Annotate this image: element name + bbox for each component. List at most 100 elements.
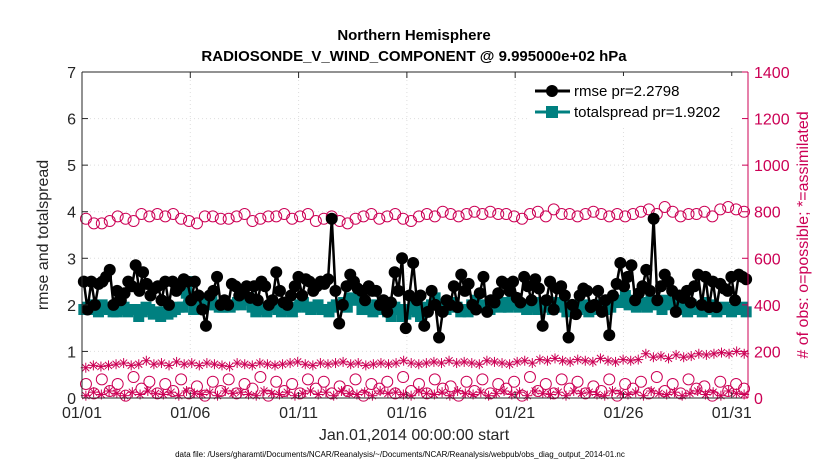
obs-possible-marker — [508, 375, 521, 388]
obs-assimilated-marker — [127, 387, 138, 398]
y2-tick-label: 800 — [754, 205, 781, 222]
obs-assimilated-marker — [576, 388, 587, 399]
obs-assimilated-marker — [166, 387, 177, 398]
x-axis-label: Jan.01,2014 00:00:00 start — [319, 427, 510, 444]
obs-possible-marker — [738, 205, 751, 218]
obs-assimilated-marker — [437, 387, 448, 398]
obs-assimilated-marker — [88, 360, 99, 371]
rmse-point — [392, 284, 405, 297]
obs-possible-marker — [698, 380, 711, 393]
obs-assimilated-marker — [360, 360, 371, 371]
obs-assimilated-marker — [553, 387, 564, 398]
obs-assimilated-marker — [345, 359, 356, 370]
rmse-point — [414, 289, 427, 302]
ticks: 01/01 01/06 01/11 01/16 01/21 01/26 01/3101234… — [62, 65, 790, 422]
obs-assimilated-marker — [724, 348, 735, 359]
obs-assimilated-marker — [459, 356, 470, 367]
obs-assimilated-marker — [413, 386, 424, 397]
rmse-point — [381, 305, 394, 318]
obs-assimilated-marker — [633, 354, 644, 365]
spread-point — [367, 306, 379, 318]
obs-possible-marker — [373, 212, 386, 225]
obs-assimilated-marker — [451, 358, 462, 369]
rmse-point — [536, 319, 549, 332]
rmse-point — [370, 284, 383, 297]
obs-assimilated-marker — [353, 358, 364, 369]
obs-assimilated-marker — [305, 386, 316, 397]
rmse-point — [222, 298, 235, 311]
obs-assimilated-marker — [307, 360, 318, 371]
obs-possible-marker — [159, 210, 172, 223]
y2-tick-label: 400 — [754, 298, 781, 315]
obs-possible-marker — [563, 208, 576, 221]
rmse-point — [514, 296, 527, 309]
obs-assimilated-marker — [322, 359, 333, 370]
rmse-point — [640, 263, 653, 276]
legend-spread-marker — [546, 106, 558, 118]
obs-assimilated-marker — [550, 353, 561, 364]
obs-assimilated-marker — [731, 388, 742, 399]
obs-possible-marker — [634, 375, 647, 388]
chart-title: Northern Hemisphere — [337, 27, 490, 44]
obs-assimilated-marker — [646, 386, 657, 397]
obs-possible-marker — [270, 210, 283, 223]
obs-assimilated-marker — [671, 349, 682, 360]
obs-assimilated-marker — [390, 387, 401, 398]
obs-possible-marker — [539, 378, 552, 391]
obs-assimilated-marker — [232, 358, 243, 369]
obs-possible-marker — [87, 217, 100, 230]
rmse-point — [643, 284, 656, 297]
rmse-point — [555, 280, 568, 293]
rmse-point — [273, 284, 286, 297]
obs-possible-marker — [230, 210, 243, 223]
obs-possible-marker — [397, 212, 410, 225]
obs-assimilated-marker — [220, 386, 231, 397]
spread-point — [385, 311, 397, 322]
rmse-point — [566, 298, 579, 311]
obs-possible-marker — [246, 215, 259, 228]
obs-assimilated-marker — [565, 356, 576, 367]
obs-assimilated-marker — [88, 387, 99, 398]
obs-assimilated-marker — [731, 346, 742, 357]
obs-possible-marker — [373, 382, 386, 395]
obs-assimilated-marker — [150, 388, 161, 399]
y-tick-label: 1 — [67, 344, 76, 361]
rmse-point — [270, 266, 283, 279]
legend: rmse pr=2.2798 totalspread pr=1.9202 — [530, 76, 742, 126]
y-tick-label: 6 — [67, 112, 76, 129]
x-tick-label: 01/16 — [387, 405, 427, 422]
rmse-point — [547, 303, 560, 316]
y-tick-label: 3 — [67, 251, 76, 268]
main-layer — [77, 212, 753, 344]
obs-possible-marker — [523, 208, 536, 221]
obs-assimilated-marker — [235, 387, 246, 398]
obs-assimilated-marker — [489, 356, 500, 367]
obs-assimilated-marker — [625, 355, 636, 366]
obs-assimilated-marker — [708, 387, 719, 398]
obs-assimilated-marker — [204, 387, 215, 398]
rmse-point — [296, 289, 309, 302]
rmse-point — [625, 259, 638, 272]
obs-possible-marker — [444, 208, 457, 221]
obs-possible-marker — [301, 208, 314, 221]
obs-possible-marker — [286, 212, 299, 225]
rmse-point — [532, 282, 545, 295]
obs-possible-marker — [555, 373, 568, 386]
obs-possible-marker — [595, 385, 608, 398]
obs-assimilated-marker — [368, 359, 379, 370]
rmse-point — [211, 270, 224, 283]
spread-point — [682, 306, 694, 318]
obs-assimilated-marker — [142, 386, 153, 397]
obs-assimilated-marker — [595, 353, 606, 364]
rmse-point — [662, 275, 675, 288]
obs-assimilated-marker — [189, 388, 200, 399]
obs-assimilated-marker — [375, 358, 386, 369]
obs-assimilated-marker — [118, 358, 129, 369]
obs-assimilated-marker — [648, 352, 659, 363]
obs-assimilated-marker — [655, 351, 666, 362]
rmse-point — [207, 284, 220, 297]
obs-assimilated-marker — [584, 387, 595, 398]
obs-assimilated-marker — [382, 388, 393, 399]
obs-possible-marker — [690, 208, 703, 221]
legend-box — [530, 76, 742, 126]
